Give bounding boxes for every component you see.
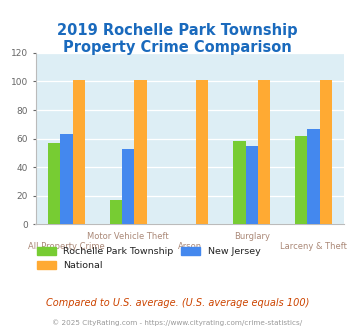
Bar [233, 142, 246, 224]
Bar [307, 129, 320, 224]
Bar [110, 200, 122, 224]
Bar [246, 146, 258, 224]
Text: Motor Vehicle Theft: Motor Vehicle Theft [87, 232, 169, 241]
Bar [122, 148, 134, 224]
Text: Arson: Arson [178, 242, 202, 250]
Bar [60, 134, 72, 224]
Text: Compared to U.S. average. (U.S. average equals 100): Compared to U.S. average. (U.S. average … [46, 298, 309, 308]
Text: Larceny & Theft: Larceny & Theft [280, 242, 347, 250]
Bar [196, 80, 208, 224]
Text: All Property Crime: All Property Crime [28, 242, 105, 250]
Text: 2019 Rochelle Park Township
Property Crime Comparison: 2019 Rochelle Park Township Property Cri… [57, 23, 298, 55]
Legend: Rochelle Park Township, National, New Jersey: Rochelle Park Township, National, New Je… [33, 243, 264, 274]
Bar [295, 136, 307, 224]
Bar [48, 143, 60, 224]
Text: © 2025 CityRating.com - https://www.cityrating.com/crime-statistics/: © 2025 CityRating.com - https://www.city… [53, 319, 302, 326]
Bar [72, 80, 85, 224]
Text: Burglary: Burglary [234, 232, 270, 241]
Bar [134, 80, 147, 224]
Bar [320, 80, 332, 224]
Bar [258, 80, 270, 224]
